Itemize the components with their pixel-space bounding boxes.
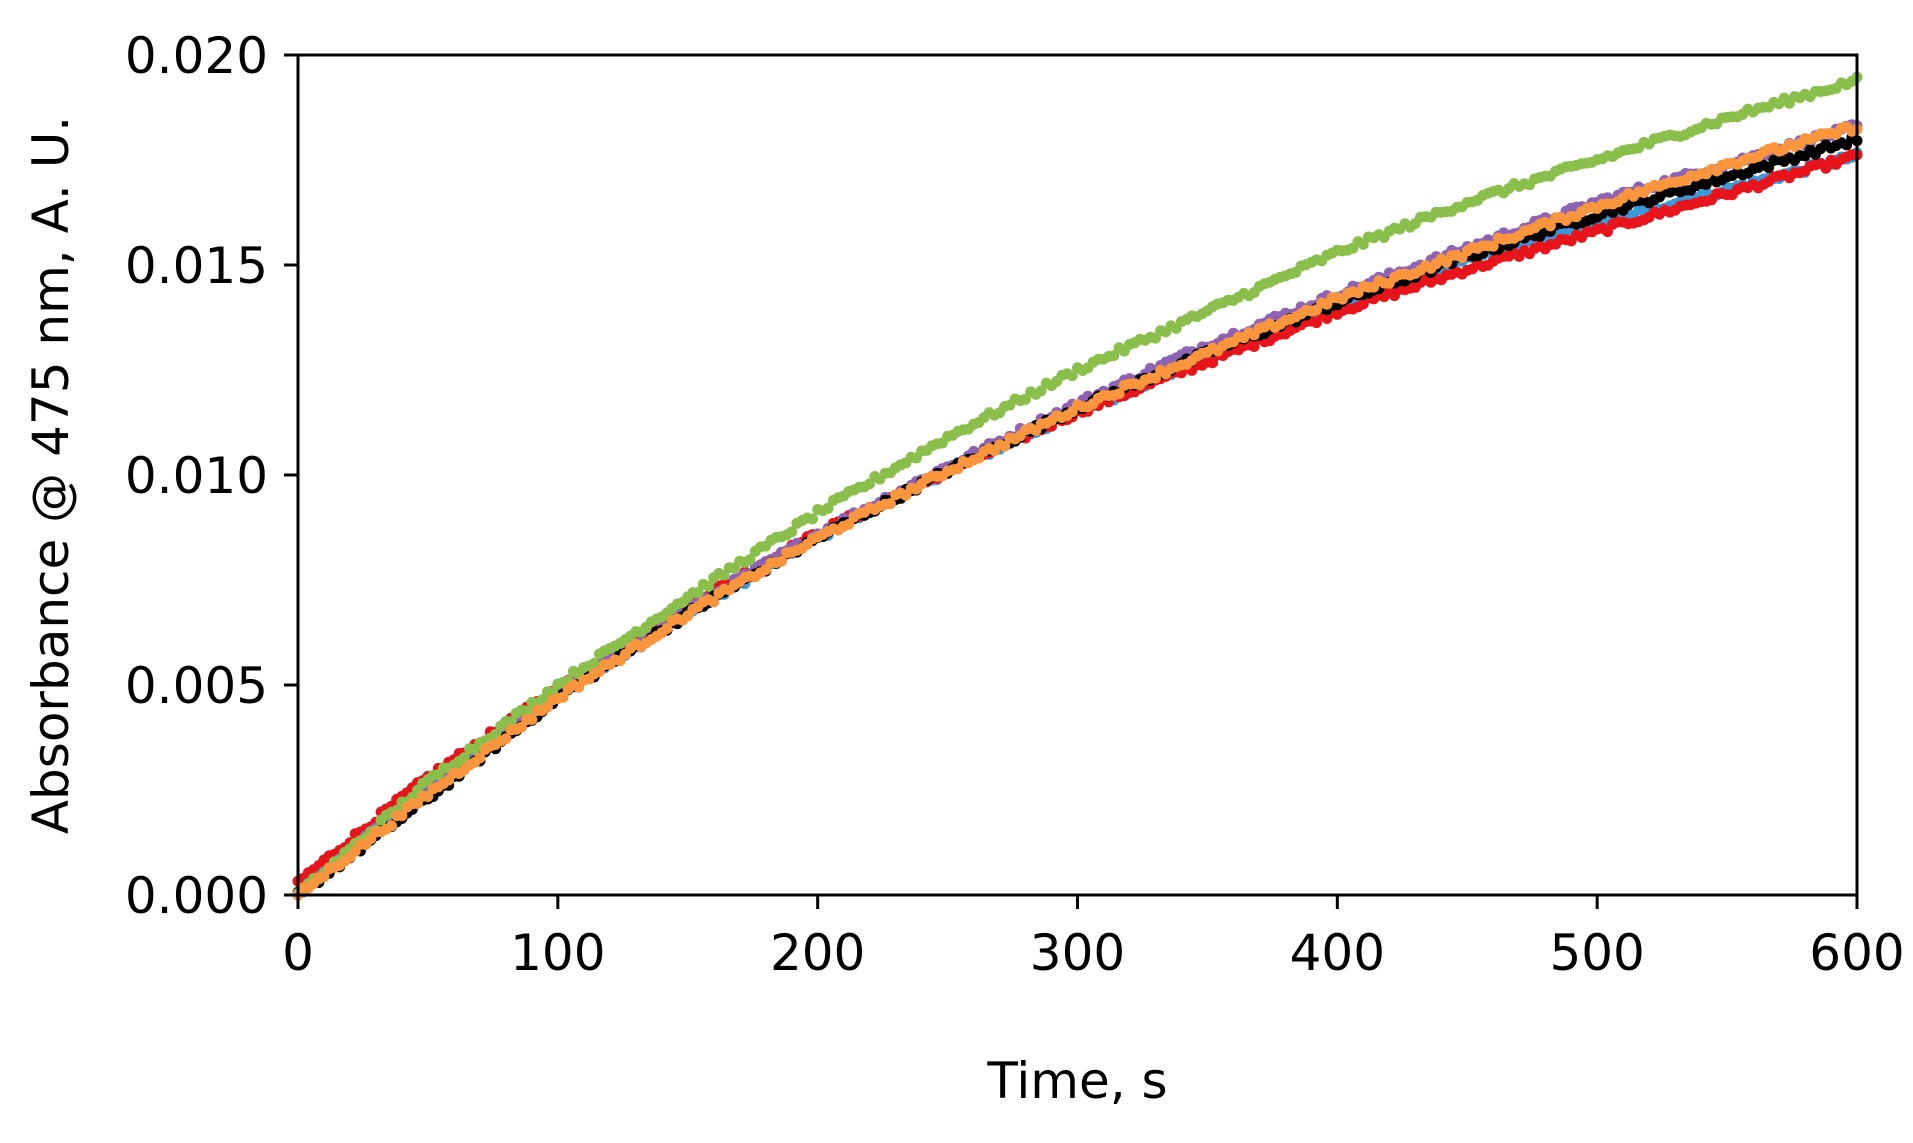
- series-1: [292, 147, 1863, 900]
- y-tick-label: 0.005: [125, 657, 268, 715]
- y-tick-label: 0.015: [125, 237, 268, 295]
- x-tick-label: 300: [1030, 924, 1125, 982]
- y-tick-label: 0.010: [125, 447, 268, 505]
- data-point: [1248, 341, 1260, 352]
- data-point: [884, 498, 896, 510]
- x-tick-label: 200: [770, 924, 865, 982]
- data-point: [1035, 385, 1047, 397]
- data-point: [708, 596, 720, 608]
- data-point: [1544, 220, 1556, 232]
- series-4: [292, 132, 1863, 898]
- data-point: [1108, 350, 1120, 362]
- data-marks: [292, 71, 1863, 901]
- data-point: [744, 554, 756, 566]
- data-point: [1113, 388, 1125, 400]
- data-point: [474, 752, 486, 764]
- series-3: [292, 119, 1863, 901]
- data-point: [661, 623, 673, 634]
- data-point: [692, 587, 704, 598]
- data-point: [318, 871, 330, 883]
- y-tick-label: 0.000: [125, 867, 268, 925]
- data-point: [588, 657, 600, 669]
- data-point: [1487, 240, 1499, 252]
- data-point: [1066, 370, 1078, 382]
- data-point: [526, 714, 538, 725]
- x-tick-label: 400: [1290, 924, 1385, 982]
- y-tick-label: 0.020: [125, 27, 268, 85]
- x-axis-title: Time, s: [986, 1052, 1167, 1110]
- y-axis-title: Absorbance @ 475 nm, A. U.: [22, 116, 80, 834]
- data-point: [775, 555, 787, 567]
- data-point: [1150, 372, 1161, 384]
- series-2: [292, 149, 1863, 887]
- data-point: [557, 691, 569, 703]
- data-point: [822, 502, 834, 514]
- data-point: [999, 440, 1011, 452]
- data-point: [1207, 357, 1219, 369]
- data-point: [1820, 162, 1832, 174]
- series-5: [292, 71, 1863, 899]
- series-6: [292, 121, 1863, 901]
- data-point: [386, 820, 397, 832]
- data-point: [807, 513, 818, 525]
- data-point: [422, 791, 434, 802]
- x-tick-label: 500: [1549, 924, 1644, 982]
- data-point: [500, 733, 512, 745]
- data-point: [786, 526, 798, 538]
- plot-frame: [296, 53, 1859, 897]
- x-tick-label: 0: [282, 924, 314, 982]
- data-point: [703, 580, 714, 592]
- data-point: [396, 810, 408, 822]
- x-tick-label: 600: [1809, 924, 1904, 982]
- axis-ticks: 0 100 200 300 400 500 600 0.000 0.005 0.010 0.015 0…: [125, 27, 1905, 982]
- data-point: [521, 705, 533, 717]
- x-tick-label: 100: [510, 924, 605, 982]
